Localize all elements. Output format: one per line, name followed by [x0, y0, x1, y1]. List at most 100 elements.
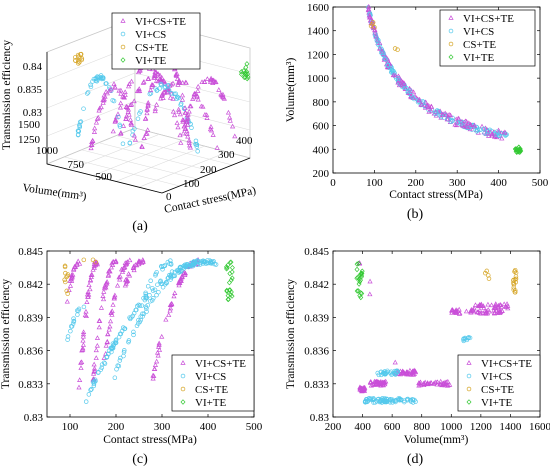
point-vi-cs-te: [143, 131, 149, 136]
point-vi-cs: [116, 114, 121, 120]
point-vi-cs: [71, 316, 76, 321]
point-vi-cs: [461, 336, 466, 342]
point-vi-cs-te: [176, 106, 182, 112]
y-tick-label: 600: [313, 121, 330, 133]
point-vi-cs: [426, 107, 431, 113]
point-vi-cs-te: [105, 331, 111, 336]
point-vi-cs: [81, 304, 87, 310]
point-vi-cs: [132, 126, 137, 131]
point-vi-cs-te: [126, 272, 133, 278]
point-vi-cs-te: [110, 301, 116, 307]
point-cs-te: [513, 274, 519, 279]
panel-c-x-label: Contact stress(MPa): [103, 434, 197, 446]
panel-a-x-tick: 1000: [36, 145, 59, 157]
point-vi-cs-te: [174, 120, 180, 125]
point-vi-cs-te: [466, 360, 472, 365]
point-vi-cs: [86, 392, 92, 397]
point-vi-cs-te: [68, 275, 74, 280]
point-vi-cs: [194, 144, 200, 149]
point-vi-cs: [465, 335, 471, 341]
point-vi-cs-te: [232, 133, 238, 139]
point-vi-cs-te: [453, 122, 460, 128]
point-vi-cs-te: [100, 100, 106, 105]
point-vi-cs: [203, 261, 209, 267]
y-tick-label: 0.839: [304, 312, 329, 324]
x-tick-label: 200: [325, 421, 342, 433]
point-vi-cs-te: [179, 96, 186, 102]
x-tick-label: 300: [449, 177, 466, 189]
point-vi-cs-te: [182, 105, 188, 110]
point-vi-cs-te: [401, 369, 407, 375]
point-vi-te: [357, 292, 363, 299]
point-vi-cs-te: [156, 347, 163, 352]
point-vi-cs: [438, 114, 444, 120]
point-vi-cs-te: [185, 133, 191, 139]
point-vi-cs: [131, 329, 136, 335]
point-vi-te: [226, 287, 232, 293]
panel-a-z-tick: 0.83: [23, 107, 43, 119]
point-vi-cs: [76, 128, 82, 134]
point-vi-cs-te: [373, 33, 379, 39]
point-vi-cs: [393, 372, 398, 377]
point-vi-cs-te: [176, 279, 183, 285]
point-cs-te: [395, 47, 400, 52]
point-vi-cs-te: [373, 379, 379, 384]
point-vi-cs: [163, 84, 168, 90]
point-vi-cs-te: [98, 305, 104, 310]
point-cs-te: [65, 273, 70, 279]
x-tick-label: 200: [108, 421, 125, 433]
point-vi-cs: [89, 387, 94, 392]
point-vi-cs: [384, 399, 390, 405]
point-vi-cs-te: [96, 107, 102, 113]
point-vi-cs-te: [103, 342, 109, 348]
point-vi-te: [229, 293, 235, 299]
point-vi-cs: [376, 372, 382, 378]
panel-a-x-label: Volume(mm³): [22, 182, 88, 203]
point-vi-cs: [403, 85, 408, 90]
point-vi-cs-te: [131, 98, 137, 104]
point-vi-cs-te: [378, 382, 384, 388]
point-vi-cs-te: [118, 87, 124, 93]
point-vi-cs-te: [453, 116, 459, 122]
panel-b-ticks: 0 100 200 300 400 500 200 400 600 800 1000 1200 1400…: [307, 2, 549, 189]
point-vi-te: [227, 287, 233, 293]
point-vi-cs-te: [132, 137, 138, 142]
point-vi-cs: [442, 112, 448, 118]
point-vi-cs: [130, 313, 136, 319]
point-vi-te: [243, 64, 249, 71]
point-vi-cs-te: [417, 381, 423, 386]
legend-entry-vi-te: VI+TE: [135, 55, 167, 67]
legend-entry-vi-te: VI+TE: [481, 397, 513, 409]
point-vi-cs-te: [218, 92, 225, 98]
point-vi-cs-te: [195, 96, 201, 102]
point-vi-cs: [106, 351, 111, 357]
point-vi-cs-te: [120, 93, 126, 99]
point-vi-cs-te: [115, 111, 121, 117]
point-cs-te: [486, 273, 491, 278]
point-vi-cs: [190, 261, 195, 267]
point-vi-cs-te: [210, 132, 216, 137]
point-vi-cs-te: [141, 135, 147, 141]
point-vi-cs: [65, 337, 70, 342]
point-vi-cs: [112, 340, 118, 346]
point-vi-cs-te: [112, 118, 118, 124]
point-vi-cs-te: [485, 307, 491, 312]
panel-c-points: [62, 257, 235, 404]
point-vi-cs: [113, 338, 119, 344]
point-vi-cs-te: [211, 77, 217, 83]
point-vi-cs-te: [144, 130, 150, 136]
point-vi-te: [354, 266, 360, 273]
panel-d-scatter: 200 400 600 800 1000 1200 1400 1600 0.83 0.833 0.8…: [285, 246, 550, 466]
panel-b-y-label: Volume(mm³): [285, 58, 297, 123]
point-vi-cs-te: [145, 76, 151, 81]
point-cs-te: [120, 44, 126, 50]
point-cs-te: [372, 24, 377, 30]
point-vi-cs-te: [479, 123, 485, 129]
point-vi-cs: [153, 86, 158, 91]
y-tick-label: 0.839: [18, 312, 43, 324]
point-vi-cs-te: [425, 104, 431, 109]
panel-a-grid-line: [138, 151, 228, 188]
y-tick-label: 0.836: [304, 346, 329, 358]
point-vi-cs-te: [92, 125, 98, 131]
point-vi-cs-te: [419, 101, 425, 107]
